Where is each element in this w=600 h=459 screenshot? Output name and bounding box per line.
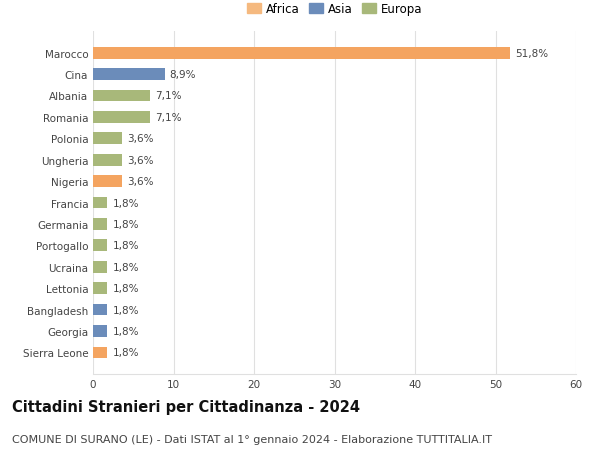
Text: 1,8%: 1,8% bbox=[112, 241, 139, 251]
Bar bbox=[93, 176, 122, 188]
Text: 3,6%: 3,6% bbox=[127, 177, 154, 187]
Bar bbox=[93, 133, 122, 145]
Bar bbox=[93, 112, 150, 123]
Bar bbox=[93, 261, 107, 273]
Bar bbox=[93, 90, 150, 102]
Text: 1,8%: 1,8% bbox=[112, 347, 139, 358]
Bar bbox=[93, 48, 510, 59]
Text: 51,8%: 51,8% bbox=[515, 49, 548, 59]
Text: 3,6%: 3,6% bbox=[127, 156, 154, 165]
Text: 7,1%: 7,1% bbox=[155, 112, 181, 123]
Bar bbox=[93, 69, 164, 81]
Text: 1,8%: 1,8% bbox=[112, 262, 139, 272]
Text: 1,8%: 1,8% bbox=[112, 305, 139, 315]
Text: Cittadini Stranieri per Cittadinanza - 2024: Cittadini Stranieri per Cittadinanza - 2… bbox=[12, 399, 360, 414]
Text: 7,1%: 7,1% bbox=[155, 91, 181, 101]
Legend: Africa, Asia, Europa: Africa, Asia, Europa bbox=[243, 0, 426, 19]
Bar bbox=[93, 304, 107, 316]
Bar bbox=[93, 218, 107, 230]
Text: 8,9%: 8,9% bbox=[169, 70, 196, 80]
Text: COMUNE DI SURANO (LE) - Dati ISTAT al 1° gennaio 2024 - Elaborazione TUTTITALIA.: COMUNE DI SURANO (LE) - Dati ISTAT al 1°… bbox=[12, 434, 492, 444]
Bar bbox=[93, 240, 107, 252]
Bar bbox=[93, 347, 107, 358]
Bar bbox=[93, 155, 122, 166]
Bar bbox=[93, 325, 107, 337]
Text: 1,8%: 1,8% bbox=[112, 219, 139, 230]
Bar bbox=[93, 197, 107, 209]
Text: 1,8%: 1,8% bbox=[112, 198, 139, 208]
Text: 1,8%: 1,8% bbox=[112, 284, 139, 294]
Bar bbox=[93, 283, 107, 294]
Text: 3,6%: 3,6% bbox=[127, 134, 154, 144]
Text: 1,8%: 1,8% bbox=[112, 326, 139, 336]
